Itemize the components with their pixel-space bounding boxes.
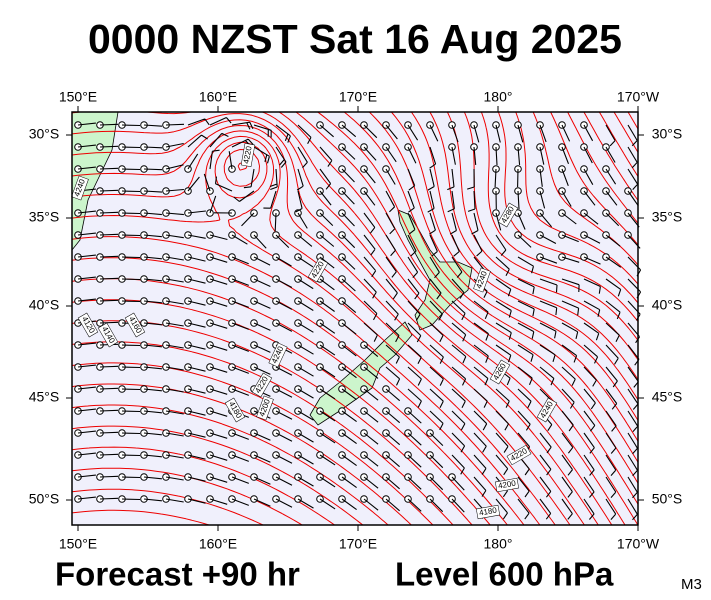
contour-label-box [307, 257, 329, 283]
lon-label-bottom: 160°E [199, 536, 237, 552]
barb-staffs [77, 116, 642, 521]
contour-label: 4200 [497, 479, 517, 491]
lat-label-right: 50°S [652, 491, 683, 507]
contour-label-box [256, 395, 274, 421]
lat-label-right: 45°S [652, 389, 683, 405]
model-code: M3 [681, 576, 702, 593]
contour-label-box [77, 312, 99, 338]
level-label: Level 600 hPa [395, 556, 614, 593]
lon-label-top: 180° [484, 89, 513, 105]
lat-label-right: 35°S [652, 209, 683, 225]
contour-label-box [476, 504, 500, 520]
contour-label-box [473, 267, 491, 293]
contour-label-box [497, 202, 519, 228]
contour-label-box [224, 397, 246, 423]
lat-label-right: 40°S [652, 297, 683, 313]
lon-label-bottom: 170°W [617, 536, 660, 552]
lon-label-top: 170°W [617, 89, 660, 105]
lon-label-bottom: 150°E [59, 536, 97, 552]
lat-label-left: 35°S [29, 209, 60, 225]
contour-label-box [536, 397, 558, 423]
contour-label: 4180 [478, 506, 498, 518]
contour-label-box [71, 175, 89, 201]
contour-label: 4220 [242, 145, 254, 165]
lat-label-right: 30°S [652, 126, 683, 142]
lat-label-left: 30°S [29, 126, 60, 142]
lon-label-bottom: 170°E [339, 536, 377, 552]
lon-label-top: 170°E [339, 89, 377, 105]
forecast-label: Forecast +90 hr [55, 556, 300, 593]
map-background [72, 112, 638, 525]
contour-label-box [489, 359, 511, 385]
lon-label-top: 150°E [59, 89, 97, 105]
contour-label-box [506, 444, 532, 466]
contour-label-box [124, 312, 146, 338]
lat-label-left: 45°S [29, 389, 60, 405]
contour-label-box [251, 372, 273, 398]
axes: 150°E 150°E 160°E 160°E 170°E 170°E 180° 180° 17… [29, 89, 683, 552]
contour-label-box [495, 477, 519, 493]
lon-label-top: 160°E [199, 89, 237, 105]
contour-label-box [240, 143, 256, 167]
lon-label-bottom: 180° [484, 536, 513, 552]
wind-barbs [74, 116, 642, 521]
contour-label-box [268, 342, 288, 368]
map-frame [71, 111, 639, 526]
lat-label-left: 50°S [29, 491, 60, 507]
contour-label-box [97, 322, 119, 348]
north-island [397, 209, 473, 331]
lat-label-left: 40°S [29, 297, 60, 313]
title: 0000 NZST Sat 16 Aug 2025 [88, 16, 622, 62]
